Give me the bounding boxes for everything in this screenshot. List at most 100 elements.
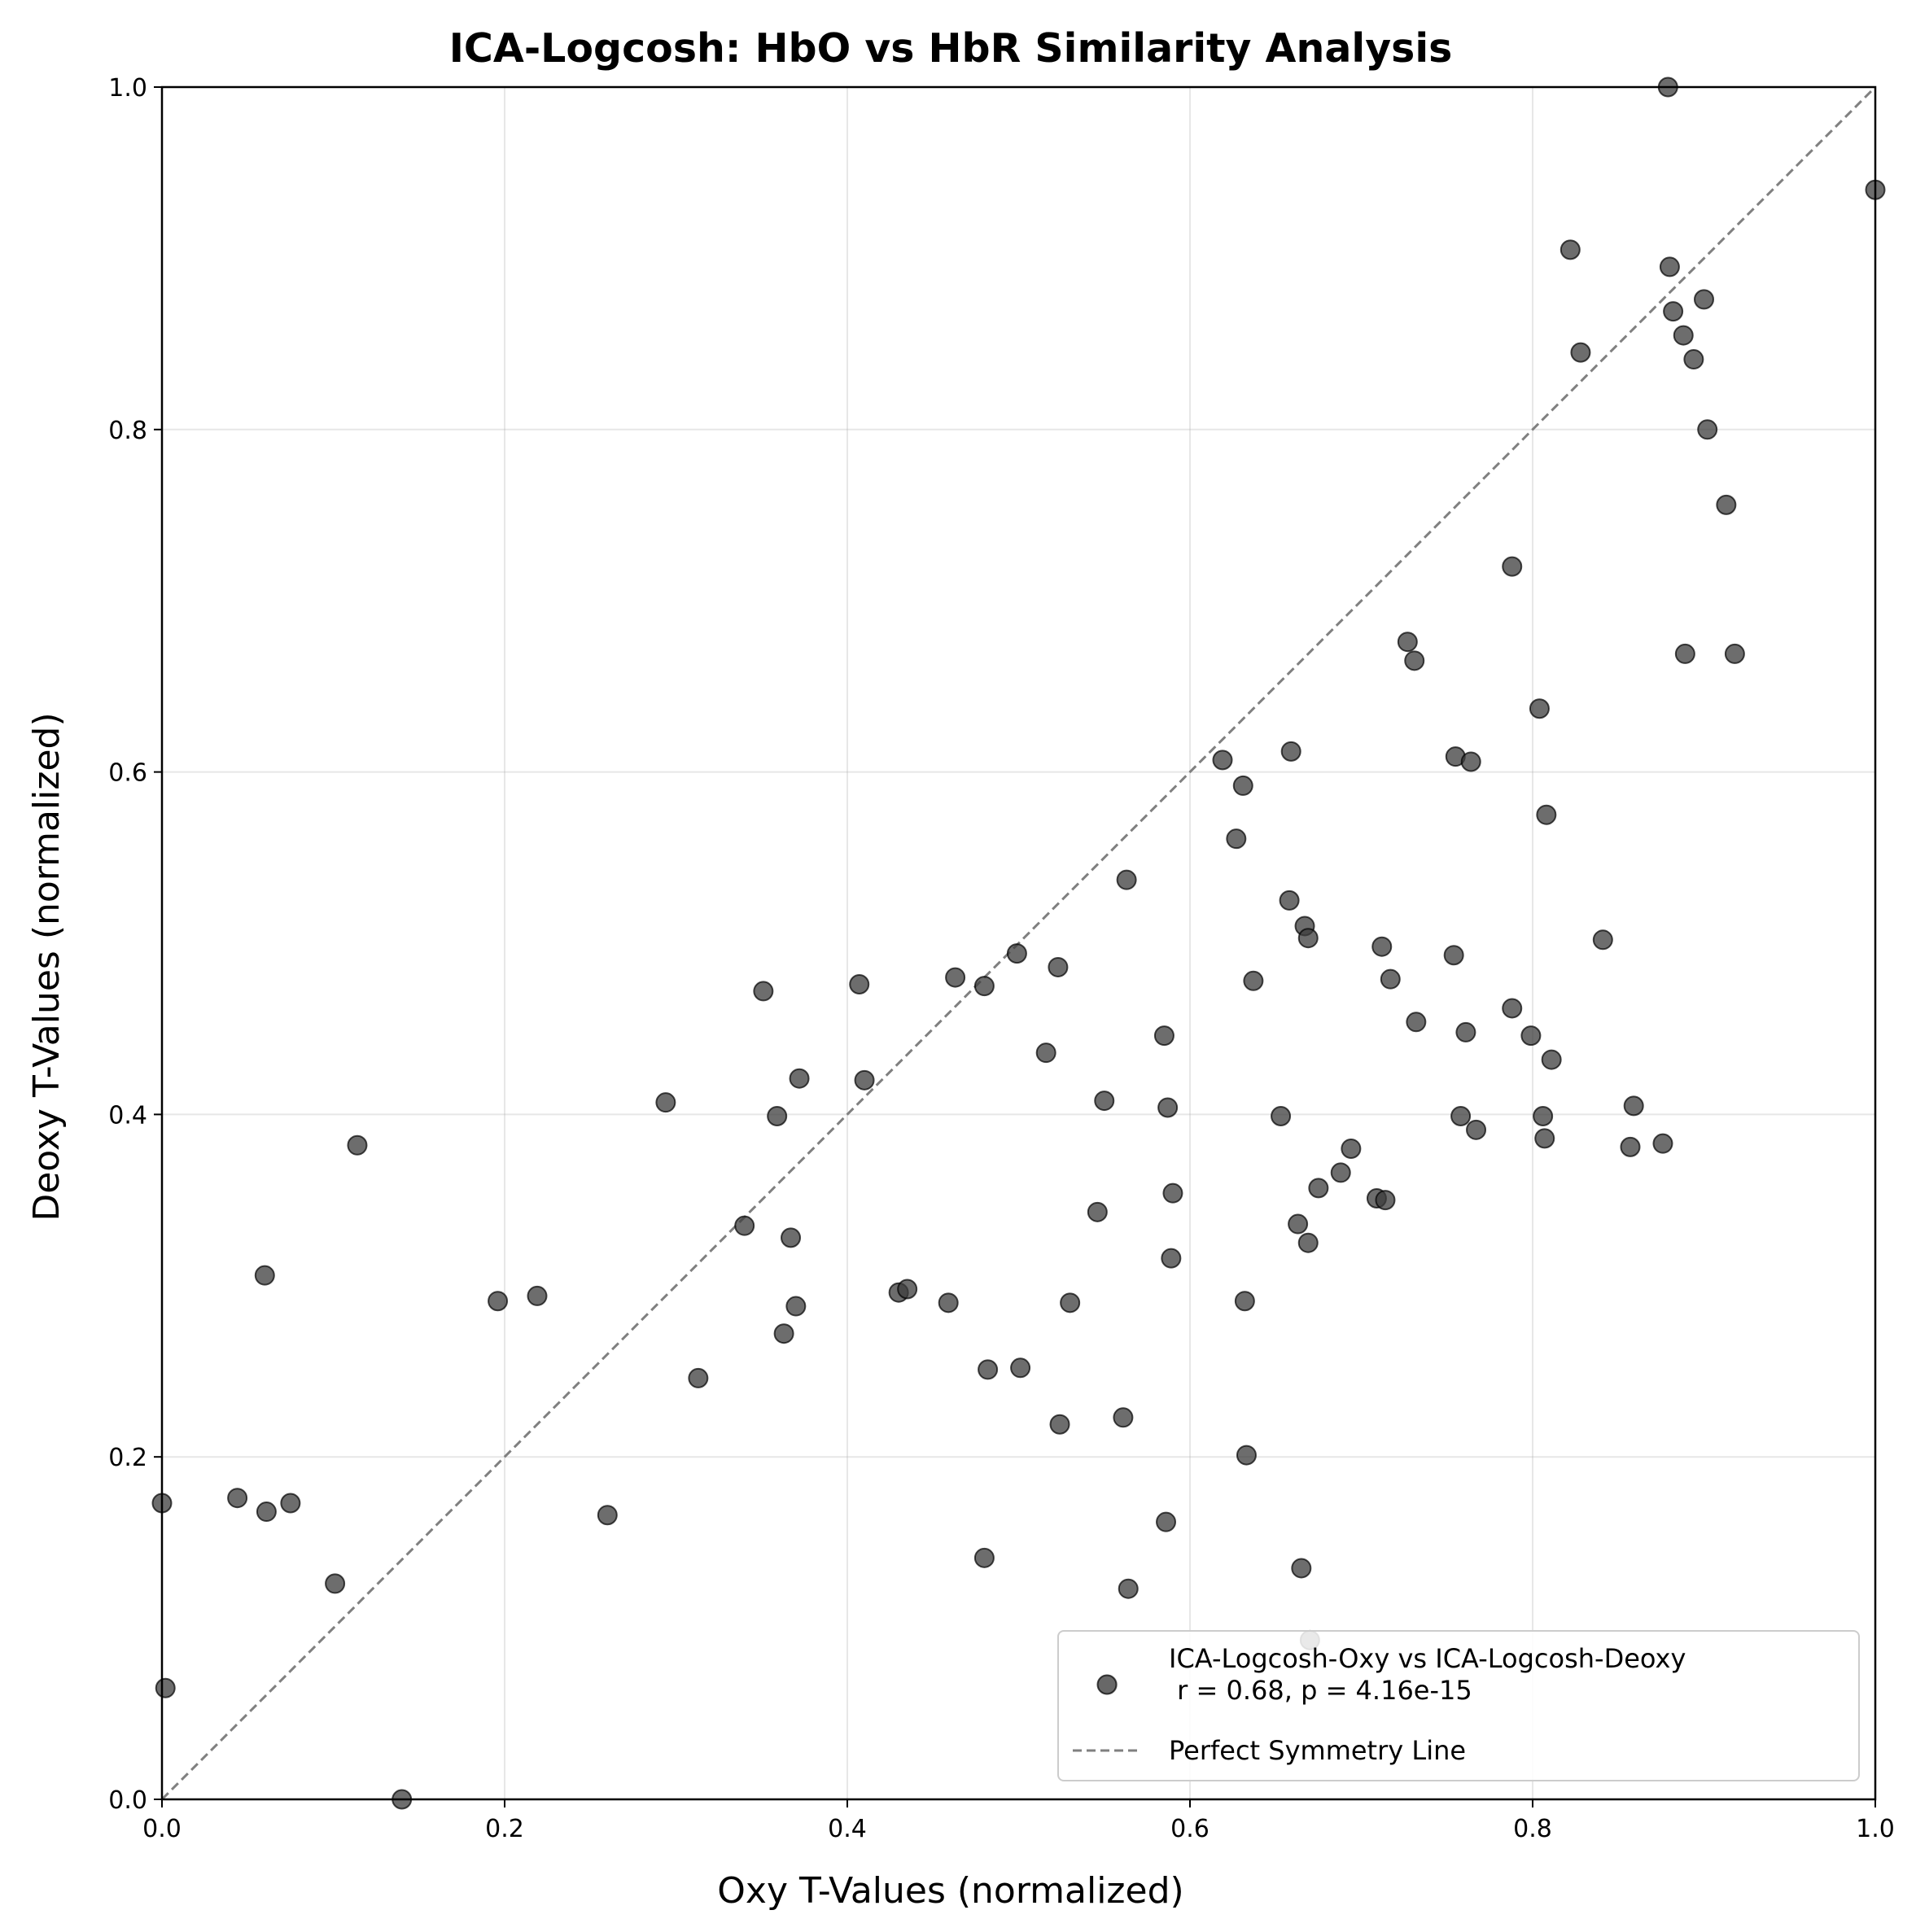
- data-point: [1375, 1190, 1396, 1211]
- data-point: [1161, 1248, 1182, 1269]
- data-point: [254, 1265, 275, 1286]
- data-point: [527, 1285, 548, 1306]
- data-point: [347, 1134, 368, 1156]
- data-point: [767, 1106, 788, 1127]
- data-point: [753, 981, 774, 1002]
- x-tick-label: 0.8: [1513, 1815, 1552, 1843]
- data-point: [1623, 1095, 1644, 1117]
- data-points: [151, 76, 1886, 1810]
- y-axis-ticks: 0.0 0.2 0.4 0.6 0.8 1.0: [108, 74, 162, 1815]
- data-point: [1113, 1407, 1134, 1428]
- x-tick-label: 1.0: [1856, 1815, 1895, 1843]
- legend-label-correlation: r = 0.68, p = 4.16e-15: [1169, 1675, 1472, 1706]
- data-point: [325, 1573, 346, 1594]
- data-point: [1450, 1106, 1472, 1127]
- chart-title: ICA-Logcosh: HbO vs HbR Similarity Analy…: [449, 25, 1453, 72]
- data-point: [1297, 1232, 1319, 1253]
- x-tick-label: 0.2: [485, 1815, 524, 1843]
- data-point: [1502, 998, 1523, 1019]
- data-point: [1010, 1357, 1031, 1379]
- data-point: [1406, 1012, 1427, 1033]
- data-point: [1466, 1119, 1487, 1140]
- data-point: [1162, 1182, 1183, 1204]
- data-point: [978, 1359, 999, 1380]
- legend: ICA-Logcosh-Oxy vs ICA-Logcosh-Deoxy r =…: [1057, 1630, 1860, 1781]
- data-point: [938, 1292, 959, 1313]
- data-point: [1559, 239, 1581, 260]
- data-point: [789, 1068, 810, 1089]
- data-point: [1243, 970, 1264, 991]
- data-point: [1663, 301, 1684, 322]
- data-point: [734, 1215, 755, 1236]
- y-axis-label: Deoxy T-Values (normalized): [26, 712, 68, 1221]
- legend-label-symmetry: Perfect Symmetry Line: [1169, 1735, 1466, 1766]
- data-point: [1156, 1511, 1177, 1532]
- data-point: [1460, 751, 1481, 772]
- data-point: [1533, 1106, 1554, 1127]
- data-point: [785, 1296, 807, 1317]
- data-point: [1404, 650, 1425, 671]
- data-point: [1118, 1578, 1139, 1599]
- data-point: [1226, 828, 1247, 850]
- data-point: [280, 1493, 301, 1514]
- data-point: [973, 1547, 995, 1568]
- data-point: [1234, 1291, 1255, 1312]
- x-axis-ticks: 0.0 0.2 0.4 0.6 0.8 1.0: [142, 1799, 1895, 1843]
- x-tick-label: 0.6: [1170, 1815, 1210, 1843]
- data-point: [1724, 643, 1745, 664]
- data-point: [1291, 1558, 1312, 1579]
- data-point: [1455, 1021, 1476, 1042]
- data-point: [1659, 256, 1680, 278]
- y-tick-label: 0.4: [108, 1101, 147, 1130]
- data-point: [1371, 936, 1393, 957]
- data-point: [897, 1279, 918, 1300]
- data-point: [849, 973, 870, 994]
- data-point: [1308, 1178, 1329, 1199]
- data-point: [1280, 741, 1301, 762]
- data-point: [1534, 1128, 1555, 1149]
- data-point: [1443, 945, 1464, 966]
- data-point: [1060, 1292, 1081, 1313]
- data-point: [1116, 869, 1137, 890]
- data-point: [1288, 1213, 1309, 1235]
- data-point: [688, 1367, 709, 1388]
- y-tick-label: 0.8: [108, 417, 147, 445]
- data-point: [488, 1291, 509, 1312]
- data-point: [1330, 1162, 1351, 1183]
- data-point: [1620, 1136, 1641, 1157]
- data-point: [1341, 1138, 1362, 1159]
- data-point: [1271, 1106, 1292, 1127]
- y-tick-label: 0.6: [108, 759, 147, 788]
- legend-label-scatter: ICA-Logcosh-Oxy vs ICA-Logcosh-Deoxy: [1169, 1643, 1686, 1674]
- perfect-symmetry-line: [160, 85, 1877, 1801]
- data-point: [1592, 929, 1613, 951]
- data-point: [1520, 1025, 1542, 1047]
- data-point: [1541, 1049, 1562, 1070]
- data-point: [1502, 556, 1523, 577]
- data-point: [1236, 1445, 1257, 1466]
- data-point: [1652, 1133, 1673, 1154]
- data-point: [1094, 1091, 1115, 1112]
- legend-box: [1057, 1630, 1860, 1781]
- data-point: [1006, 943, 1027, 964]
- data-point: [973, 976, 995, 997]
- data-point: [773, 1323, 794, 1344]
- data-point: [1153, 1025, 1175, 1047]
- plot-frame: [160, 85, 1877, 1801]
- data-point: [1212, 750, 1233, 771]
- data-point: [1087, 1201, 1108, 1222]
- data-point: [1683, 349, 1704, 370]
- data-point: [1694, 289, 1714, 310]
- data-point: [1716, 494, 1737, 515]
- data-point: [1697, 419, 1718, 440]
- data-point: [597, 1505, 618, 1526]
- data-point: [1049, 1414, 1070, 1435]
- x-axis-label: Oxy T-Values (normalized): [717, 1870, 1183, 1912]
- y-tick-label: 0.2: [108, 1444, 147, 1472]
- data-point: [781, 1227, 802, 1248]
- data-point: [854, 1069, 875, 1091]
- legend-marker-scatter: [1096, 1674, 1118, 1695]
- x-tick-label: 0.0: [142, 1815, 182, 1843]
- x-tick-label: 0.4: [828, 1815, 867, 1843]
